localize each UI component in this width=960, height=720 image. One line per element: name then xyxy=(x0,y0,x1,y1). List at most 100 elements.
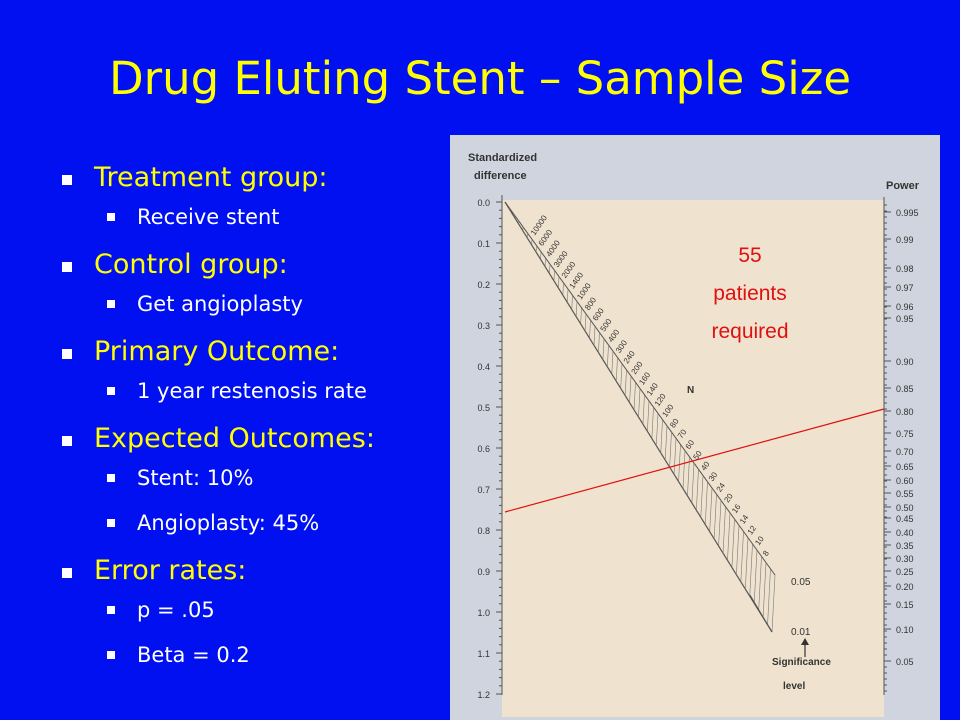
left-axis-tick-label: 0.1 xyxy=(477,239,490,249)
n-axis-title: N xyxy=(687,385,694,396)
left-axis-title-line1: Standardized xyxy=(468,152,537,164)
left-axis-tick-label: 1.2 xyxy=(477,690,490,700)
n-band-hatch xyxy=(696,469,699,511)
n-band-hatch xyxy=(758,556,762,611)
n-band-hatch xyxy=(678,444,681,482)
bullet-treatment-group: Treatment group: xyxy=(62,160,462,202)
sub-bullet-beta: Beta = 0.2 xyxy=(62,640,462,685)
n-axis-label: 8 xyxy=(761,549,771,558)
sub-bullet-receive-stent: Receive stent xyxy=(62,202,462,247)
power-axis-tick-label: 0.45 xyxy=(896,514,914,524)
power-axis-tick-label: 0.85 xyxy=(896,384,914,394)
left-axis-tick-label: 0.9 xyxy=(477,567,490,577)
n-band-hatch xyxy=(629,376,632,403)
power-axis-tick-label: 0.98 xyxy=(896,264,914,274)
n-band-hatch xyxy=(736,525,740,575)
bullet-expected-outcomes: Expected Outcomes: xyxy=(62,421,462,463)
n-band-hatch xyxy=(762,562,767,618)
power-axis-tick-label: 0.70 xyxy=(896,447,914,457)
power-axis-tick-label: 0.25 xyxy=(896,567,914,577)
significance-001: 0.01 xyxy=(791,627,811,638)
n-band-hatch xyxy=(691,463,695,504)
n-band-hatch xyxy=(558,276,560,289)
n-band-hatch xyxy=(589,320,591,339)
power-axis-tick-label: 0.97 xyxy=(896,283,914,293)
significance-005: 0.05 xyxy=(791,577,811,588)
n-band-hatch xyxy=(660,419,663,453)
power-axis-tick-label: 0.50 xyxy=(896,503,914,513)
power-axis-tick-label: 0.75 xyxy=(896,429,914,439)
n-band-hatch xyxy=(562,282,564,296)
n-band-hatch xyxy=(593,326,596,346)
power-axis-tick-label: 0.96 xyxy=(896,302,914,312)
n-band-hatch xyxy=(549,264,551,274)
annotation-patients: patients xyxy=(713,282,787,305)
n-axis-end xyxy=(749,594,773,633)
power-axis-title: Power xyxy=(886,180,920,192)
power-axis-tick-label: 0.65 xyxy=(896,462,914,472)
n-band-hatch xyxy=(553,270,555,281)
power-axis-tick-label: 0.20 xyxy=(896,582,914,592)
sample-size-line xyxy=(504,408,885,513)
nomogram-figure: Standardized difference Power N 0.05 0.0… xyxy=(450,135,940,720)
power-axis-tick-label: 0.55 xyxy=(896,489,914,499)
power-axis-tick-label: 0.35 xyxy=(896,541,914,551)
significance-label-line1: Significance xyxy=(772,657,831,668)
annotation-required: required xyxy=(711,320,788,343)
n-band-hatch xyxy=(718,500,722,547)
n-band-hatch xyxy=(713,494,717,539)
power-axis-tick-label: 0.995 xyxy=(896,208,919,218)
power-axis-tick-label: 0.10 xyxy=(896,625,914,635)
n-band-hatch xyxy=(727,512,731,561)
left-axis-tick-label: 0.6 xyxy=(477,444,490,454)
left-axis-tick-label: 1.0 xyxy=(477,608,490,618)
power-axis-tick-label: 0.40 xyxy=(896,528,914,538)
n-band-hatch xyxy=(651,407,654,439)
n-band-hatch xyxy=(584,313,587,332)
power-axis-tick-label: 0.15 xyxy=(896,600,914,610)
n-band-hatch xyxy=(624,369,627,396)
sub-bullet-get-angioplasty: Get angioplasty xyxy=(62,289,462,334)
n-band-hatch xyxy=(722,506,726,554)
n-band-hatch xyxy=(571,295,573,310)
n-band-hatch xyxy=(615,357,618,382)
n-band-hatch xyxy=(709,487,713,532)
power-axis-tick-label: 0.30 xyxy=(896,554,914,564)
significance-arrow-head xyxy=(801,638,809,645)
n-band-hatch xyxy=(673,438,677,475)
n-band-hatch xyxy=(656,413,659,446)
slide-title: Drug Eluting Stent – Sample Size xyxy=(108,52,852,105)
power-axis-tick-label: 0.80 xyxy=(896,407,914,417)
n-band-hatch xyxy=(664,425,668,461)
power-axis-tick-label: 0.05 xyxy=(896,657,914,667)
left-axis-tick-label: 0.7 xyxy=(477,485,490,495)
left-axis-tick-label: 0.3 xyxy=(477,321,490,331)
n-band-hatch xyxy=(607,344,609,367)
n-band-hatch xyxy=(602,338,605,360)
left-axis-tick-label: 0.2 xyxy=(477,280,490,290)
nomogram-svg: Standardized difference Power N 0.05 0.0… xyxy=(468,152,920,717)
left-axis-tick-label: 0.0 xyxy=(477,198,490,208)
bullet-control-group: Control group: xyxy=(62,247,462,289)
n-band-hatch xyxy=(633,382,636,410)
n-band-hatch xyxy=(638,388,641,418)
n-band-hatch xyxy=(753,550,758,604)
left-axis-title-line2: difference xyxy=(474,170,527,182)
power-axis-tick-label: 0.60 xyxy=(896,476,914,486)
annotation-count: 55 xyxy=(738,244,761,267)
left-axis-tick-label: 0.4 xyxy=(477,362,490,372)
bullet-primary-outcome: Primary Outcome: xyxy=(62,334,462,376)
left-axis-tick-label: 1.1 xyxy=(477,649,490,659)
power-axis-tick-label: 0.99 xyxy=(896,235,914,245)
left-axis-tick-label: 0.8 xyxy=(477,526,490,536)
left-axis-tick-label: 0.5 xyxy=(477,403,490,413)
bullet-error-rates: Error rates: xyxy=(62,553,462,595)
power-axis-tick-label: 0.90 xyxy=(896,357,914,367)
n-band-hatch xyxy=(580,307,582,324)
n-band-hatch xyxy=(749,543,753,597)
significance-label-line2: level xyxy=(783,681,805,692)
n-band-hatch xyxy=(575,301,578,317)
n-band-hatch xyxy=(771,574,776,633)
sub-bullet-angioplasty-rate: Angioplasty: 45% xyxy=(62,508,462,553)
n-band-hatch xyxy=(598,332,600,353)
